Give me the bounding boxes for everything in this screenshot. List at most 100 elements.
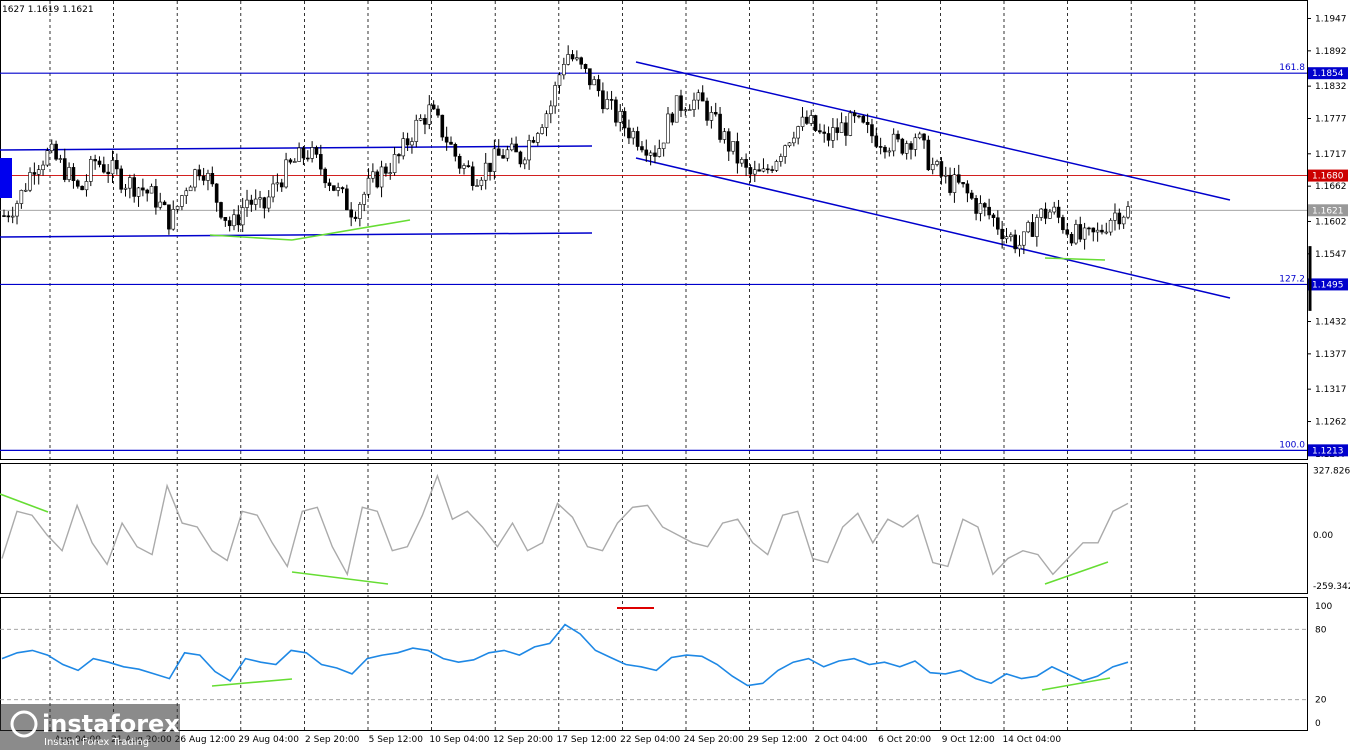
candle-body <box>818 130 822 133</box>
candle-body <box>227 220 232 227</box>
candle-body <box>1065 229 1070 235</box>
y-tick-label: 1.1892 <box>1315 47 1347 57</box>
candle-body <box>496 148 501 156</box>
candle-body <box>575 57 579 60</box>
candle-body <box>874 135 879 147</box>
candle-body <box>783 145 787 157</box>
candle-body <box>1013 234 1017 250</box>
candle-body <box>930 164 935 171</box>
candle-body <box>822 131 827 134</box>
candle-body <box>379 166 384 188</box>
candle-body <box>279 182 284 188</box>
candle-body <box>180 195 184 207</box>
candle-body <box>809 115 813 124</box>
candle-body <box>253 198 258 205</box>
x-tick-label: 2 Oct 04:00 <box>815 735 868 745</box>
x-tick-label: 29 Aug 04:00 <box>238 735 299 745</box>
y-tick-label: 1.1432 <box>1315 317 1347 327</box>
candle-body <box>23 189 28 192</box>
candle-body <box>149 186 154 194</box>
x-tick-label: 6 Oct 20:00 <box>878 735 931 745</box>
candle-body <box>336 187 340 191</box>
candle-body <box>1048 211 1052 219</box>
x-tick-label: 5 Sep 12:00 <box>369 735 424 745</box>
main-panel <box>0 0 1308 460</box>
candle-body <box>865 121 870 125</box>
candle-body <box>987 206 991 216</box>
candle-body <box>353 216 358 219</box>
candle-body <box>1017 244 1022 250</box>
candle-body <box>982 203 987 208</box>
candle-body <box>397 154 401 157</box>
candle-body <box>75 180 80 187</box>
candle-body <box>805 116 809 124</box>
candle-body <box>462 165 466 169</box>
candle-body <box>345 188 349 211</box>
candle-body <box>635 131 640 147</box>
candle-body <box>266 196 271 209</box>
channel-line <box>0 145 593 151</box>
candle-body <box>119 168 123 190</box>
watermark-brand: instaforex <box>42 710 180 738</box>
x-tick-label: 22 Sep 04:00 <box>620 735 680 745</box>
candle-body <box>787 142 792 147</box>
candle-body <box>71 167 76 182</box>
channel-line <box>635 61 1231 201</box>
y-tick-label: 1.1317 <box>1315 385 1347 395</box>
candle-body <box>713 112 718 115</box>
candle-body <box>718 113 722 140</box>
candle-body <box>366 177 371 195</box>
candle-body <box>115 160 119 170</box>
candle-body <box>28 172 32 191</box>
level-price-text: 1.1854 <box>1312 69 1344 79</box>
candle-body <box>184 190 189 196</box>
candle-body <box>844 122 848 136</box>
rsi-divergence-line <box>1041 677 1111 691</box>
candle-body <box>679 95 683 111</box>
candle-body <box>935 161 939 165</box>
level-price-text: 1.1495 <box>1312 280 1344 290</box>
candle-body <box>10 215 15 218</box>
candle-body <box>1026 222 1030 233</box>
vertical-grid <box>49 1 1196 730</box>
candle-body <box>301 147 306 159</box>
candle-body <box>779 156 783 162</box>
candle-body <box>145 189 150 194</box>
candle-body <box>457 155 462 169</box>
candle-body <box>223 217 228 221</box>
candle-body <box>492 148 497 172</box>
candle-body <box>748 167 753 175</box>
candle-body <box>991 214 996 219</box>
candle-body <box>106 171 110 175</box>
y-tick-label: 1.1832 <box>1315 82 1347 92</box>
candle-body <box>883 146 887 153</box>
candle-body <box>271 183 275 198</box>
cci-tick-label: 0.00 <box>1313 531 1333 541</box>
candle-body <box>514 143 518 153</box>
candle-body <box>622 111 627 129</box>
candle-body <box>896 133 900 140</box>
logo-icon <box>10 710 38 738</box>
candle-body <box>1082 227 1087 240</box>
candle-body <box>49 143 54 151</box>
candle-body <box>657 148 662 157</box>
candle-body <box>900 138 905 154</box>
candle-body <box>1039 208 1044 218</box>
candle-body <box>6 215 11 218</box>
candle-body <box>36 169 41 175</box>
x-tick-label: 9 Oct 12:00 <box>942 735 995 745</box>
candle-body <box>813 115 818 131</box>
candle-body <box>323 168 327 184</box>
y-tick-label: 1.1547 <box>1315 250 1347 260</box>
candle-body <box>1004 236 1009 240</box>
candle-body <box>535 133 540 143</box>
candle-body <box>362 193 367 205</box>
candle-body <box>631 131 636 139</box>
candles <box>2 45 1312 311</box>
candle-body <box>800 116 805 127</box>
candle-body <box>141 187 145 191</box>
x-tick-label: 17 Sep 12:00 <box>557 735 617 745</box>
candle-body <box>245 199 249 208</box>
